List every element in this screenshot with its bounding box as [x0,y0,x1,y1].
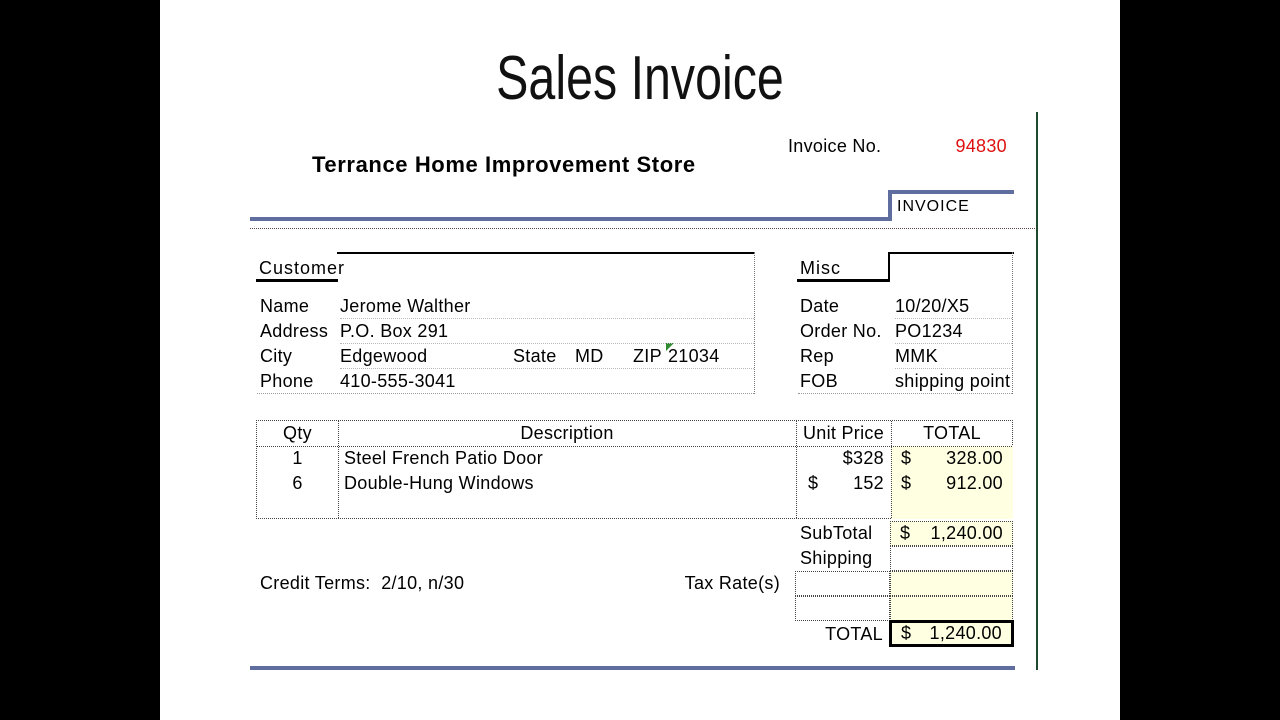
customer-box-right [754,252,755,394]
misc-order-no-value: PO1234 [895,321,963,341]
grand-total-label: TOTAL [825,624,883,644]
table-header-divider [257,446,1012,447]
misc-date-label: Date [800,296,840,316]
subtotal-value: $ 1,240.00 [890,521,1013,546]
unit-price-column-header: Unit Price [802,423,885,443]
currency-symbol: $ [808,473,819,493]
currency-symbol: $ [901,623,912,643]
total-column-fill [891,446,1013,519]
misc-underline [797,279,890,282]
tax-rate-input-cell [795,571,890,596]
table-column-divider [338,421,339,518]
description-column-header: Description [520,423,614,443]
misc-order-no-label: Order No. [800,321,882,341]
currency-symbol: $ [901,448,912,468]
invoice-no-value: 94830 [955,136,1007,156]
customer-gridline [340,368,754,369]
tax-rate-input-cell [795,596,890,621]
invoice-tab-label: INVOICE [897,198,970,215]
total-column-header: TOTAL [923,423,981,443]
customer-address-label: Address [260,321,329,341]
item-description: Double-Hung Windows [344,473,534,493]
tax-rates-label: Tax Rate(s) [684,573,780,593]
customer-address-value: P.O. Box 291 [340,321,449,341]
item-qty: 1 [292,448,303,468]
accent-rule-top-segment [888,190,1014,194]
amount: 912.00 [946,473,1003,493]
misc-fob-label: FOB [800,371,838,391]
bottom-accent-rule [250,666,1015,670]
customer-gridline [340,343,754,344]
customer-state-label: State [513,346,557,366]
table-column-divider [891,421,892,518]
amount: 328.00 [946,448,1003,468]
page-title: Sales Invoice [496,44,784,113]
qty-column-header: Qty [283,423,312,443]
page-break-line [1036,112,1038,670]
misc-rep-value: MMK [895,346,938,366]
tax-amount-cell [890,571,1013,596]
misc-box-step [888,252,890,282]
accent-rule-bottom-segment [250,217,892,221]
misc-section-label: Misc [800,258,841,278]
customer-zip-value: 21034 [668,346,720,366]
currency-symbol: $ [900,523,911,543]
customer-section-label: Customer [259,258,346,278]
misc-date-value: 10/20/X5 [895,296,970,316]
misc-rep-label: Rep [800,346,834,366]
accent-rule-step-segment [888,190,892,221]
item-unit-price: $328 [842,448,884,468]
store-name: Terrance Home Improvement Store [312,152,696,177]
grand-total-value: $ 1,240.00 [889,620,1014,647]
customer-state-value: MD [575,346,604,366]
currency-symbol: $ [901,473,912,493]
subtotal-label: SubTotal [800,523,873,543]
customer-gridline-bottom [257,393,754,394]
misc-gridline [895,343,1012,344]
customer-phone-value: 410-555-3041 [340,371,456,391]
item-unit-price: $ 152 [796,471,884,496]
misc-fob-value: shipping point [895,371,1011,391]
misc-gridline [895,368,1012,369]
customer-underline [256,279,338,282]
customer-zip-label: ZIP [633,346,662,366]
misc-box-right [1012,252,1013,394]
tax-amount-cell [890,596,1013,621]
invoice-slide: Sales Invoice Terrance Home Improvement … [160,0,1120,720]
misc-gridline-bottom [798,393,1012,394]
credit-terms-text: Credit Terms: 2/10, n/30 [260,573,465,593]
customer-name-label: Name [260,296,310,316]
dotted-divider [250,228,1037,229]
misc-box-top [888,252,1014,254]
line-items-table: Qty Description Unit Price TOTAL 1 Steel… [256,420,1013,519]
amount: 1,240.00 [930,523,1003,543]
misc-gridline [895,318,1012,319]
customer-box-top [337,252,755,254]
customer-city-value: Edgewood [340,346,428,366]
item-total: $ 912.00 [891,471,1013,496]
amount: 1,240.00 [929,623,1002,643]
shipping-value [890,546,1013,571]
invoice-no-label: Invoice No. [788,136,882,156]
item-qty: 6 [292,473,303,493]
customer-city-label: City [260,346,293,366]
item-total: $ 328.00 [891,446,1013,471]
shipping-label: Shipping [800,548,873,568]
cell-error-indicator-icon [666,343,674,351]
customer-gridline [340,318,754,319]
item-description: Steel French Patio Door [344,448,543,468]
customer-name-value: Jerome Walther [340,296,471,316]
table-column-divider [796,421,797,518]
customer-phone-label: Phone [260,371,314,391]
amount: 152 [853,473,884,493]
